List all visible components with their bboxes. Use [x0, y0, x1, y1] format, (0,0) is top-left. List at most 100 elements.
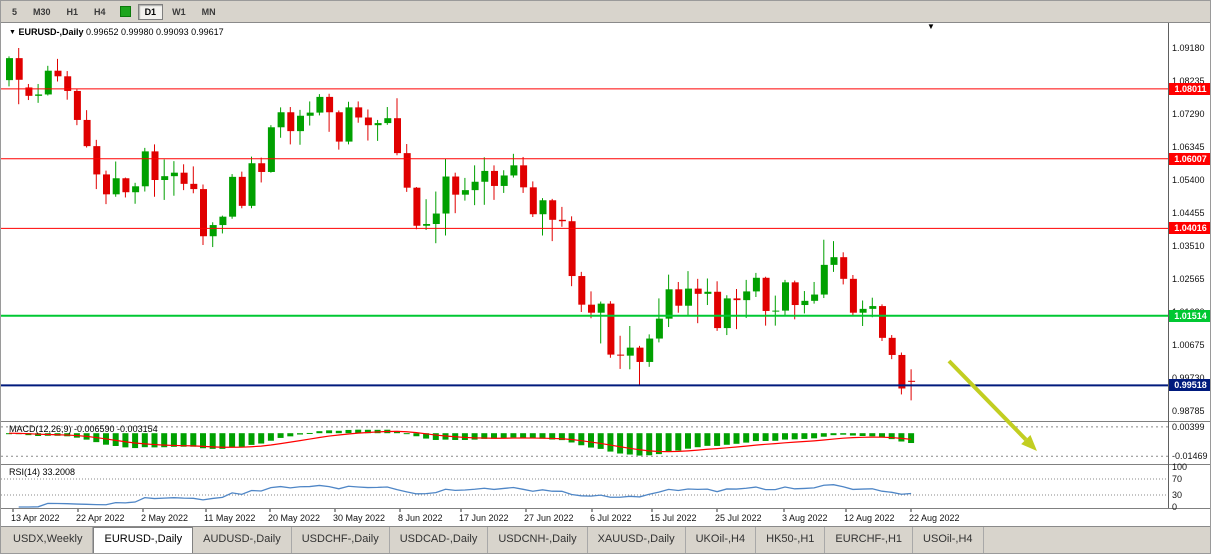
macd-histogram-bar	[733, 433, 740, 444]
timeframe-button-h4[interactable]: H4	[94, 6, 106, 17]
candle-body	[597, 303, 605, 313]
candle-body	[568, 221, 576, 277]
macd-histogram-bar	[665, 433, 672, 452]
timeframe-button-m30[interactable]: M30	[33, 6, 51, 17]
trend-arrow-annotation[interactable]	[947, 359, 1028, 441]
chart-tab-audusd-daily[interactable]: AUDUSD-,Daily	[193, 527, 292, 553]
timeframe-button-d1[interactable]: D1	[137, 3, 164, 20]
candle-body	[374, 123, 382, 126]
macd-histogram-bar	[423, 433, 430, 439]
macd-histogram-bar	[326, 430, 333, 434]
macd-histogram-bar	[238, 433, 245, 447]
macd-histogram-bar	[714, 433, 721, 446]
candle-body	[510, 165, 518, 176]
chart-tab-bar: USDX,Weekly EURUSD-,Daily AUDUSD-,Daily USD…	[1, 526, 1210, 553]
timeframe-button-5[interactable]: 5	[12, 6, 18, 17]
macd-histogram-bar	[112, 433, 119, 446]
candle-body	[209, 225, 217, 237]
candle-body	[364, 117, 372, 126]
candle-body	[180, 172, 188, 184]
macd-histogram-bar	[413, 433, 420, 437]
rsi-line	[18, 484, 912, 508]
candle-body	[791, 282, 799, 306]
candle-body	[539, 200, 547, 215]
candle-body	[219, 216, 227, 226]
macd-histogram-bar	[510, 433, 517, 438]
candle-body	[112, 178, 120, 195]
chart-symbol-info: ▼ EURUSD-,Daily 0.99652 0.99980 0.99093 …	[9, 27, 224, 37]
macd-histogram-bar	[277, 433, 284, 438]
macd-histogram-bar	[558, 433, 565, 441]
candle-body	[752, 277, 760, 292]
candle-body	[520, 165, 528, 188]
candle-body	[35, 94, 43, 96]
candle-body	[461, 190, 469, 195]
chart-tab-usdx-weekly[interactable]: USDX,Weekly	[3, 527, 94, 553]
macd-histogram-bar	[704, 433, 711, 446]
chart-tab-eurusd-daily[interactable]: EURUSD-,Daily	[93, 527, 194, 553]
candle-body	[54, 70, 62, 77]
chart-tab-usoil-h4[interactable]: USOil-,H4	[913, 527, 984, 553]
macd-histogram-bar	[626, 433, 633, 455]
chart-shift-marker-icon: ▼	[927, 22, 935, 31]
macd-histogram-bar	[743, 433, 750, 443]
macd-histogram-bar	[588, 433, 594, 448]
candle-body	[859, 308, 867, 313]
macd-histogram-bar	[248, 433, 255, 445]
candle-body	[617, 354, 625, 356]
candle-body	[607, 303, 615, 355]
candle-body	[675, 289, 683, 306]
timeframe-toolbar: 5 M30 H1 H4 D1 W1 MN	[1, 1, 1210, 23]
symbol-dropdown-icon[interactable]: ▼	[9, 29, 16, 36]
chart-tab-eurchf-h1[interactable]: EURCHF-,H1	[825, 527, 914, 553]
macd-histogram-bar	[481, 433, 488, 439]
candle-body	[481, 170, 489, 182]
chart-tab-usdchf-daily[interactable]: USDCHF-,Daily	[291, 527, 390, 553]
macd-signal-line	[8, 430, 912, 453]
macd-histogram-bar	[723, 433, 730, 445]
macd-histogram-bar	[801, 433, 808, 439]
candle-body	[93, 146, 101, 175]
candle-body	[15, 58, 23, 80]
macd-histogram-bar	[646, 433, 653, 456]
candle-body	[762, 277, 770, 311]
candle-body	[558, 219, 566, 222]
candle-body	[888, 337, 896, 355]
candle-body	[277, 112, 285, 128]
candle-body	[869, 306, 877, 309]
macd-histogram-bar	[782, 433, 788, 440]
macd-histogram-bar	[500, 433, 507, 439]
macd-histogram-bar	[694, 433, 701, 448]
candle-body	[442, 176, 450, 214]
timeframe-button-h1[interactable]: H1	[66, 6, 79, 17]
green-status-icon	[119, 6, 131, 17]
macd-histogram-bar	[316, 431, 323, 434]
candle-body	[73, 90, 81, 120]
macd-histogram-bar	[491, 433, 497, 439]
macd-histogram-bar	[549, 433, 556, 440]
chart-tab-xauusd-daily[interactable]: XAUUSD-,Daily	[587, 527, 686, 553]
timeframe-button-mn[interactable]: MN	[201, 6, 216, 17]
macd-histogram-bar	[180, 433, 187, 447]
candle-body	[840, 257, 848, 279]
candle-body	[345, 107, 353, 142]
rsi-indicator-label: RSI(14) 33.2008	[9, 467, 76, 477]
macd-histogram-bar	[898, 433, 905, 442]
candle-body	[879, 306, 886, 338]
candle-body	[636, 347, 644, 362]
candle-body	[258, 163, 266, 172]
candle-body	[782, 282, 789, 311]
chart-tab-ukoil-h4[interactable]: UKOil-,H4	[685, 527, 757, 553]
chart-tab-usdcnh-daily[interactable]: USDCNH-,Daily	[488, 527, 588, 553]
timeframe-button-w1[interactable]: W1	[172, 6, 186, 17]
macd-histogram-bar	[170, 433, 177, 447]
candle-body	[714, 291, 722, 329]
chart-tab-hk50-h1[interactable]: HK50-,H1	[756, 527, 826, 553]
macd-histogram-bar	[568, 433, 575, 443]
candle-body	[267, 127, 275, 172]
chart-tab-usdcad-daily[interactable]: USDCAD-,Daily	[389, 527, 489, 553]
candle-body	[432, 213, 440, 225]
candle-body	[170, 172, 178, 177]
candle-body	[64, 76, 72, 91]
